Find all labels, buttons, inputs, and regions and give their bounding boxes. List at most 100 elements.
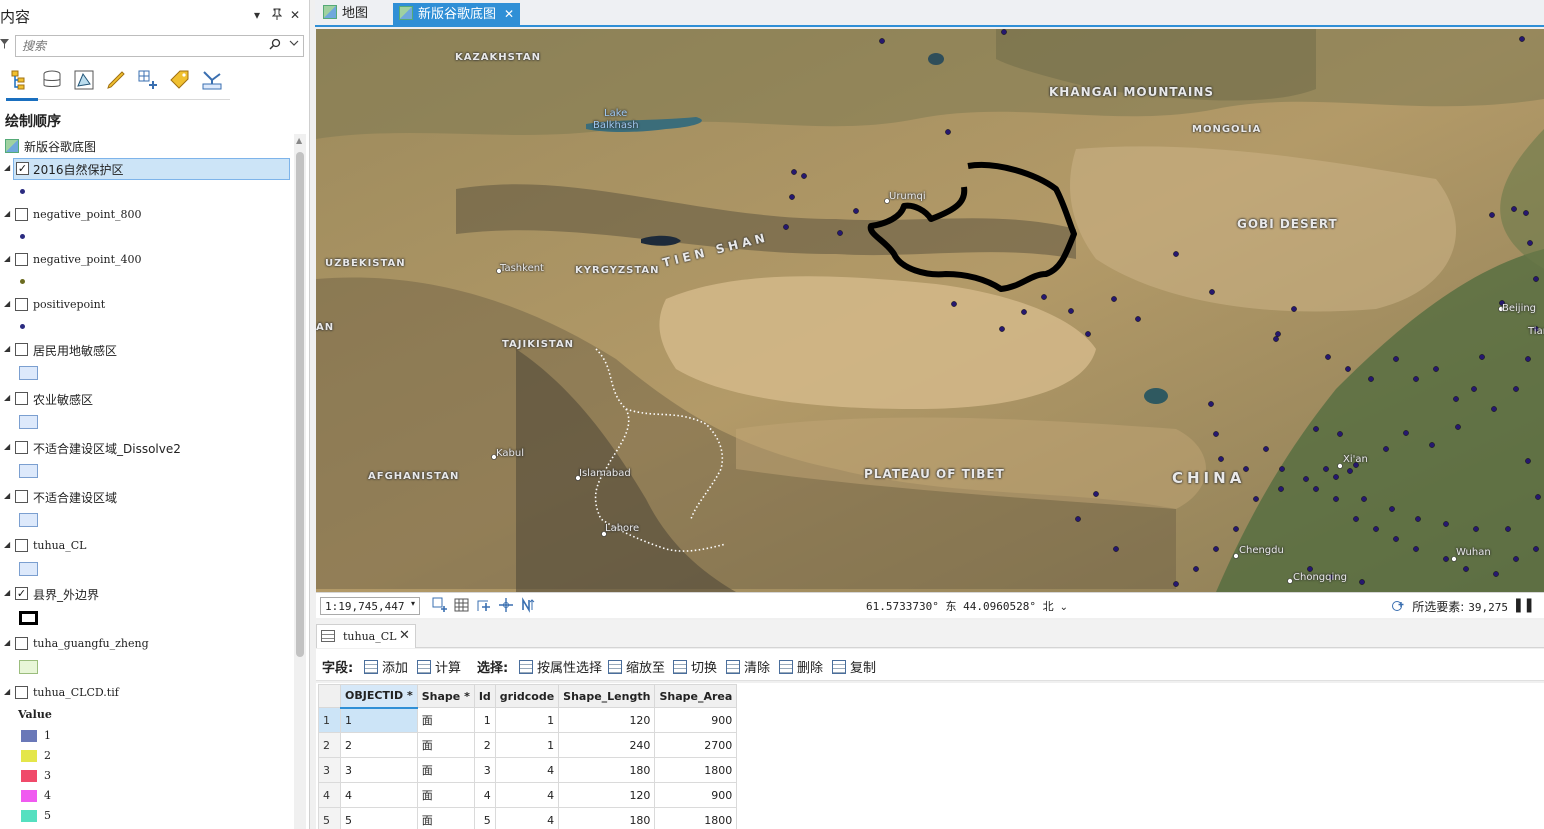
cell[interactable]: 1 (494, 707, 560, 733)
close-icon[interactable]: ✕ (399, 628, 410, 643)
layer-row[interactable]: ◢ negative_point_400 (0, 249, 292, 271)
fixed-zoom-icon[interactable] (432, 597, 448, 613)
cell[interactable]: 120 (558, 707, 656, 733)
expand-arrow-icon[interactable]: ◢ (4, 442, 11, 451)
chevron-down-icon[interactable]: ▾ (410, 599, 415, 608)
layer-checkbox[interactable] (15, 343, 28, 356)
pause-drawing-button[interactable]: ❚❚ (1512, 597, 1535, 613)
cell[interactable]: 900 (654, 707, 738, 733)
chevron-down-icon[interactable] (289, 38, 299, 51)
expand-arrow-icon[interactable]: ◢ (4, 254, 11, 263)
cell[interactable]: 1 (494, 732, 560, 758)
layer-checkbox[interactable] (15, 539, 28, 552)
expand-arrow-icon[interactable]: ◢ (4, 491, 11, 500)
delete-button[interactable]: 删除 (779, 657, 823, 676)
expand-arrow-icon[interactable]: ◢ (4, 540, 11, 549)
cell[interactable]: 面 (416, 732, 475, 758)
cell[interactable]: 面 (416, 782, 475, 808)
expand-arrow-icon[interactable]: ◢ (4, 638, 11, 647)
row-number[interactable]: 4 (318, 782, 341, 808)
search-icon[interactable] (269, 38, 281, 53)
cell[interactable]: 1800 (654, 757, 738, 783)
cell[interactable]: 4 (340, 782, 418, 808)
select-by-attributes-button[interactable]: 按属性选择 (519, 657, 602, 676)
layer-row[interactable]: ◢ tuha_guangfu_zheng (0, 633, 292, 655)
zoom-to-button[interactable]: 缩放至 (608, 657, 665, 676)
cell[interactable]: 4 (494, 782, 560, 808)
expand-arrow-icon[interactable]: ◢ (4, 344, 11, 353)
row-number[interactable]: 2 (318, 732, 341, 758)
cell[interactable]: 180 (558, 807, 656, 829)
selected-features[interactable]: 所选要素: 39,275 (1391, 598, 1508, 615)
layer-checkbox[interactable] (15, 253, 28, 266)
table-row[interactable]: 1 1 面 1 1 120 900 (318, 707, 738, 733)
layer-row[interactable]: ◢ 不适合建设区域_Dissolve2 (0, 437, 292, 459)
cell[interactable]: 180 (558, 757, 656, 783)
layer-checkbox[interactable] (15, 441, 28, 454)
pin-icon[interactable] (271, 8, 283, 23)
column-header[interactable]: Shape_Area (654, 684, 738, 708)
layer-checkbox[interactable] (15, 298, 28, 311)
column-header[interactable]: Id (473, 684, 496, 708)
layer-checkbox[interactable]: ✓ (15, 587, 28, 600)
expand-arrow-icon[interactable]: ◢ (4, 209, 11, 218)
cell[interactable]: 4 (494, 757, 560, 783)
calculate-field-button[interactable]: 计算 (417, 657, 461, 676)
switch-selection-button[interactable]: 切换 (673, 657, 717, 676)
layer-row[interactable]: ◢ positivepoint (0, 294, 292, 316)
cell[interactable]: 900 (654, 782, 738, 808)
map-view[interactable]: KAZAKHSTAN KHANGAI MOUNTAINS MONGOLIA La… (316, 29, 1544, 592)
tab-attribute-table[interactable]: tuhua_CL ✕ (316, 624, 416, 648)
cell[interactable]: 2 (473, 732, 496, 758)
cell[interactable]: 面 (416, 707, 475, 733)
crosshair-icon[interactable] (498, 597, 514, 613)
expand-arrow-icon[interactable]: ◢ (4, 588, 11, 597)
column-header[interactable]: OBJECTID * (340, 684, 418, 709)
layer-row[interactable]: ✓ 2016自然保护区 (13, 158, 290, 180)
cell[interactable]: 面 (416, 757, 475, 783)
tab-map[interactable]: 地图 (317, 3, 374, 27)
basemap-group[interactable]: 新版谷歌底图 (0, 135, 292, 157)
layer-row[interactable]: ◢ ✓ 县界_外边界 (0, 583, 292, 605)
layer-checkbox[interactable] (15, 637, 28, 650)
scroll-up-icon[interactable]: ▲ (296, 136, 303, 145)
list-by-selection-icon[interactable] (72, 68, 96, 92)
cell[interactable]: 3 (340, 757, 418, 783)
row-number[interactable]: 1 (318, 707, 341, 733)
list-by-perspective-icon[interactable] (200, 68, 224, 92)
chevron-down-icon[interactable]: ⌄ (1059, 602, 1068, 613)
expand-arrow-icon[interactable]: ◢ (4, 299, 11, 308)
scale-selector[interactable]: 1:19,745,447 ▾ (320, 597, 420, 615)
layer-row[interactable]: ◢ tuhua_CL (0, 535, 292, 557)
filter-icon[interactable] (0, 38, 9, 53)
column-header[interactable]: Shape_Length (558, 684, 656, 708)
cell[interactable]: 2700 (654, 732, 738, 758)
north-arrow-icon[interactable] (520, 597, 536, 613)
layer-row[interactable]: ◢ 居民用地敏感区 (0, 339, 292, 361)
pane-menu-icon[interactable]: ▾ (254, 8, 261, 22)
cell[interactable]: 3 (473, 757, 496, 783)
list-by-source-icon[interactable] (40, 68, 64, 92)
table-row[interactable]: 3 3 面 3 4 180 1800 (318, 757, 738, 783)
cell[interactable]: 4 (473, 782, 496, 808)
close-icon[interactable]: ✕ (290, 8, 301, 22)
cell[interactable]: 4 (494, 807, 560, 829)
scrollbar-thumb[interactable] (296, 152, 304, 657)
column-header[interactable]: Shape * (416, 684, 475, 708)
cell[interactable]: 5 (340, 807, 418, 829)
list-by-editing-icon[interactable] (104, 68, 128, 92)
cell[interactable]: 面 (416, 807, 475, 829)
layer-checkbox[interactable] (15, 686, 28, 699)
list-by-snapping-icon[interactable] (136, 68, 160, 92)
layer-row[interactable]: ◢ tuhua_CLCD.tif (0, 682, 292, 704)
clear-selection-button[interactable]: 清除 (726, 657, 770, 676)
row-number[interactable]: 5 (318, 807, 341, 829)
layer-checkbox[interactable] (15, 490, 28, 503)
tab-basemap[interactable]: 新版谷歌底图 ✕ (393, 3, 521, 27)
cell[interactable]: 240 (558, 732, 656, 758)
expand-arrow-icon[interactable]: ◢ (4, 687, 11, 696)
expand-arrow-icon[interactable]: ◢ (4, 163, 11, 172)
add-field-button[interactable]: 添加 (364, 657, 408, 676)
table-row[interactable]: 5 5 面 5 4 180 1800 (318, 807, 738, 829)
column-header[interactable]: gridcode (494, 684, 560, 708)
